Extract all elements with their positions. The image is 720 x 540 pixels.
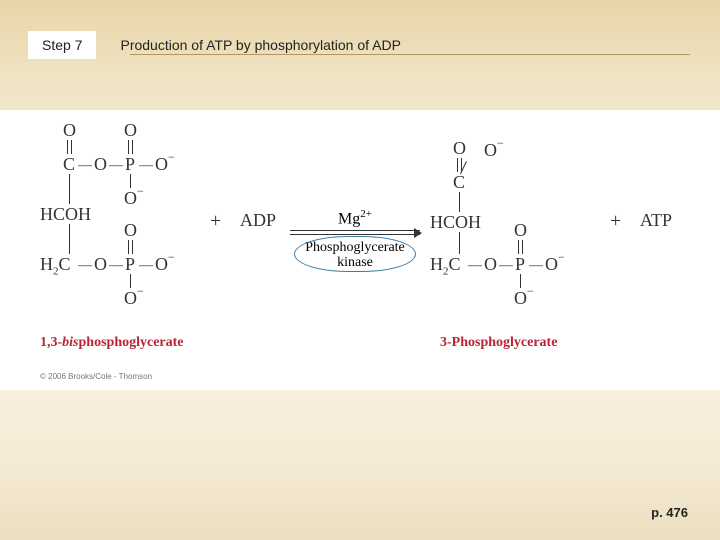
dbl-bond [132, 240, 133, 254]
bond: — [78, 158, 92, 174]
label-rest: phosphoglycerate [79, 335, 184, 350]
atom-HCOH: HCOH [430, 212, 481, 233]
arrow-head [414, 228, 422, 238]
dbl-bond [128, 240, 129, 254]
slide-header: Step 7 Production of ATP by phosphorylat… [0, 25, 720, 65]
atom-H: H [430, 254, 443, 274]
charge-minus: − [137, 284, 144, 299]
bond: — [139, 158, 153, 174]
bond-v [130, 274, 131, 288]
bond-v [130, 174, 131, 188]
atom-O: O [484, 254, 497, 275]
atom-O: O [124, 288, 137, 309]
reaction-arrow: Mg2+ Phosphoglycerate kinase [290, 200, 420, 270]
reaction-panel: O C — O — P — O − O O − HCOH H2C — O — P… [0, 110, 720, 390]
enzyme-line1: Phosphoglycerate [305, 240, 405, 255]
mg-text: Mg [338, 210, 360, 227]
reactant-name-right: 3-Phosphoglycerate [440, 335, 557, 351]
atom-H: H [40, 254, 53, 274]
bond: — [529, 258, 543, 274]
dbl-bond [457, 158, 458, 172]
atom-O: O [453, 138, 466, 159]
atom-P: P [125, 154, 135, 175]
mg-charge: 2+ [360, 208, 372, 220]
slide-title: Production of ATP by phosphorylation of … [120, 37, 400, 53]
dbl-bond [132, 140, 133, 154]
title-underline [130, 54, 690, 55]
atom-O: O [63, 120, 76, 141]
enzyme-line2: kinase [337, 255, 373, 270]
plus-symbol: + [610, 210, 621, 233]
arrow-line-top [290, 230, 420, 231]
bond-v [459, 192, 460, 212]
atom-C: C [59, 254, 71, 274]
bond-v [69, 224, 70, 254]
atom-O: O [155, 154, 168, 175]
page-number: p. 476 [651, 505, 688, 520]
dbl-bond [518, 240, 519, 254]
step-box: Step 7 [28, 31, 96, 59]
atom-O: O [124, 220, 137, 241]
dbl-bond [128, 140, 129, 154]
atom-HCOH: HCOH [40, 204, 91, 225]
charge-minus: − [527, 284, 534, 299]
arrow-line-bottom [290, 234, 420, 235]
atom-O: O [484, 140, 497, 161]
atom-C: C [453, 172, 465, 193]
charge-minus: − [558, 250, 565, 265]
atp-label: ATP [640, 210, 672, 231]
bond: — [109, 158, 123, 174]
atom-P: P [515, 254, 525, 275]
plus-symbol: + [210, 210, 221, 233]
bond: — [468, 258, 482, 274]
bond: — [139, 258, 153, 274]
adp-label: ADP [240, 210, 276, 231]
atom-O: O [545, 254, 558, 275]
atom-O: O [514, 220, 527, 241]
catalyst-mg: Mg2+ [290, 208, 420, 228]
bond-v [459, 232, 460, 254]
dbl-bond [71, 140, 72, 154]
charge-minus: − [168, 150, 175, 165]
copyright-text: © 2006 Brooks/Cole - Thomson [40, 372, 152, 381]
charge-minus: − [497, 136, 504, 151]
atom-C: C [63, 154, 75, 175]
charge-minus: − [168, 250, 175, 265]
dbl-bond [461, 158, 462, 172]
bond: — [109, 258, 123, 274]
atom-P: P [125, 254, 135, 275]
atom-C: C [449, 254, 461, 274]
atom-H2C: H2C [430, 254, 461, 278]
atom-O: O [124, 188, 137, 209]
reactant-name-left: 1,3-bisphosphoglycerate [40, 335, 184, 351]
atom-H2C: H2C [40, 254, 71, 278]
bond: — [78, 258, 92, 274]
atom-O: O [94, 254, 107, 275]
label-ital: bis [62, 335, 78, 350]
enzyme-label: Phosphoglycerate kinase [290, 240, 420, 271]
atom-O: O [155, 254, 168, 275]
atom-O: O [124, 120, 137, 141]
bond: — [499, 258, 513, 274]
atom-O: O [514, 288, 527, 309]
bond-v [520, 274, 521, 288]
label-prefix: 1,3- [40, 335, 62, 350]
bond-v [69, 174, 70, 204]
charge-minus: − [137, 184, 144, 199]
dbl-bond [67, 140, 68, 154]
dbl-bond [522, 240, 523, 254]
atom-O: O [94, 154, 107, 175]
